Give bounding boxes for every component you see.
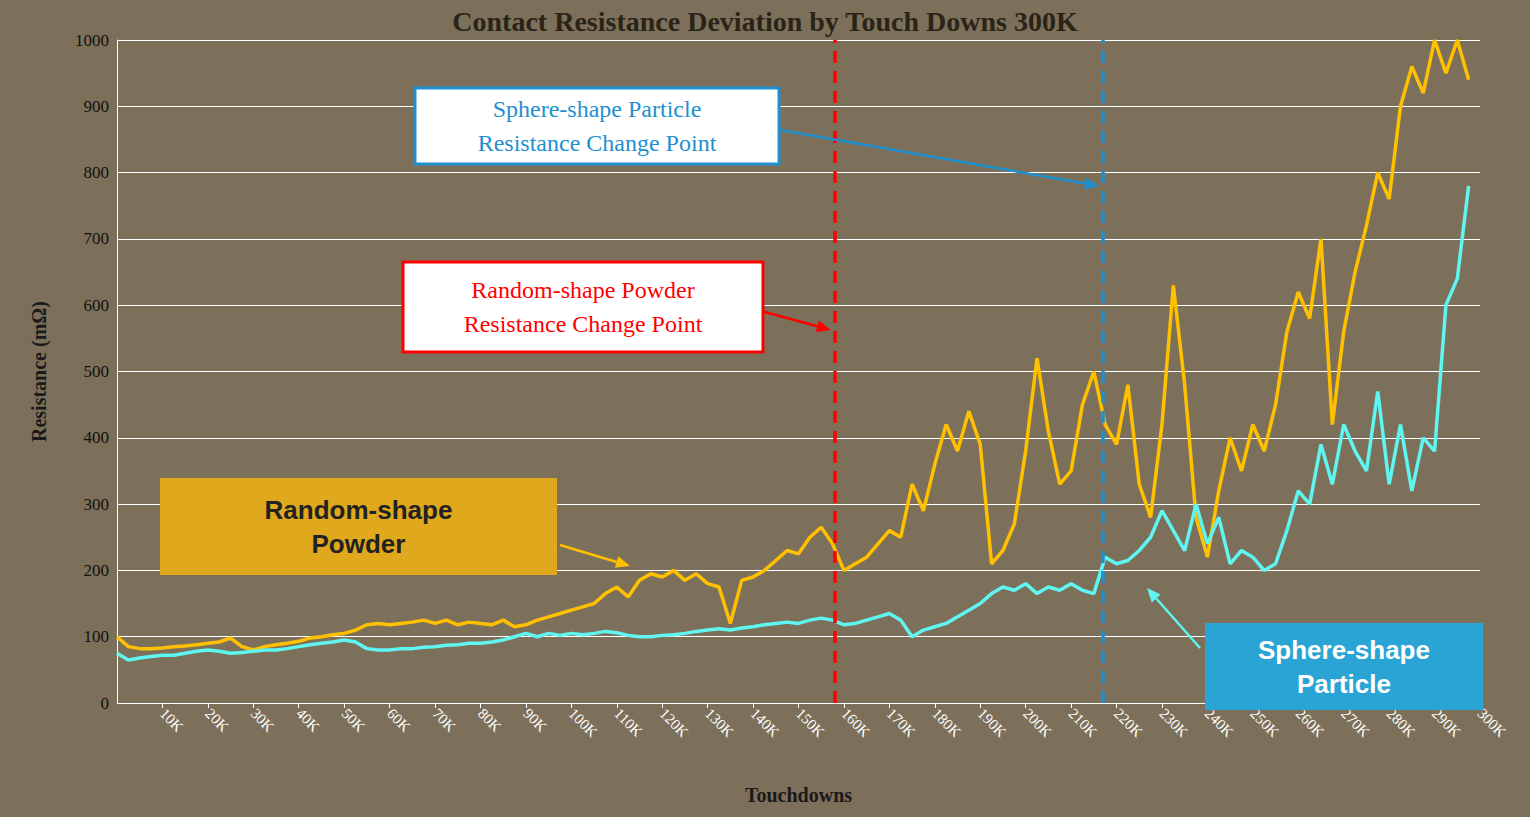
svg-text:Resistance (mΩ): Resistance (mΩ) [28,301,51,442]
svg-text:Random-shape: Random-shape [265,495,453,525]
svg-text:190K: 190K [975,705,1010,740]
svg-text:130K: 130K [702,705,737,740]
svg-text:Particle: Particle [1297,669,1391,699]
svg-text:200: 200 [84,561,110,580]
svg-text:230K: 230K [1156,705,1191,740]
svg-text:1000: 1000 [75,31,109,50]
svg-text:200K: 200K [1020,705,1055,740]
svg-text:Sphere-shape: Sphere-shape [1258,635,1430,665]
svg-text:700: 700 [84,229,110,248]
svg-text:120K: 120K [657,705,692,740]
svg-text:30K: 30K [248,705,278,735]
svg-text:110K: 110K [611,705,646,740]
svg-text:60K: 60K [384,705,414,735]
svg-text:80K: 80K [475,705,505,735]
svg-text:140K: 140K [747,705,782,740]
svg-text:250K: 250K [1247,705,1282,740]
svg-text:Contact Resistance Deviation b: Contact Resistance Deviation by Touch Do… [452,6,1078,37]
svg-text:900: 900 [84,97,110,116]
svg-text:150K: 150K [793,705,828,740]
svg-text:100K: 100K [566,705,601,740]
svg-text:Resistance Change Point: Resistance Change Point [464,311,703,337]
svg-text:40K: 40K [293,705,323,735]
svg-text:800: 800 [84,163,110,182]
svg-text:Random-shape Powder: Random-shape Powder [471,277,694,303]
svg-text:20K: 20K [202,705,232,735]
svg-text:Touchdowns: Touchdowns [745,784,852,806]
svg-text:160K: 160K [838,705,873,740]
svg-text:170K: 170K [884,705,919,740]
svg-text:50K: 50K [339,705,369,735]
svg-text:300K: 300K [1474,705,1509,740]
svg-text:270K: 270K [1338,705,1373,740]
svg-text:Resistance Change Point: Resistance Change Point [478,130,717,156]
svg-text:0: 0 [101,694,110,713]
svg-text:180K: 180K [929,705,964,740]
svg-text:240K: 240K [1202,705,1237,740]
svg-text:Sphere-shape Particle: Sphere-shape Particle [493,96,702,122]
svg-text:600: 600 [84,296,110,315]
svg-text:220K: 220K [1111,705,1146,740]
svg-text:100: 100 [84,627,110,646]
svg-text:90K: 90K [520,705,550,735]
svg-text:290K: 290K [1429,705,1464,740]
svg-text:Powder: Powder [312,529,406,559]
svg-text:260K: 260K [1293,705,1328,740]
svg-text:210K: 210K [1065,705,1100,740]
svg-text:400: 400 [84,428,110,447]
svg-text:500: 500 [84,362,110,381]
svg-text:280K: 280K [1383,705,1418,740]
svg-text:70K: 70K [429,705,459,735]
svg-text:300: 300 [84,495,110,514]
svg-text:10K: 10K [157,705,187,735]
